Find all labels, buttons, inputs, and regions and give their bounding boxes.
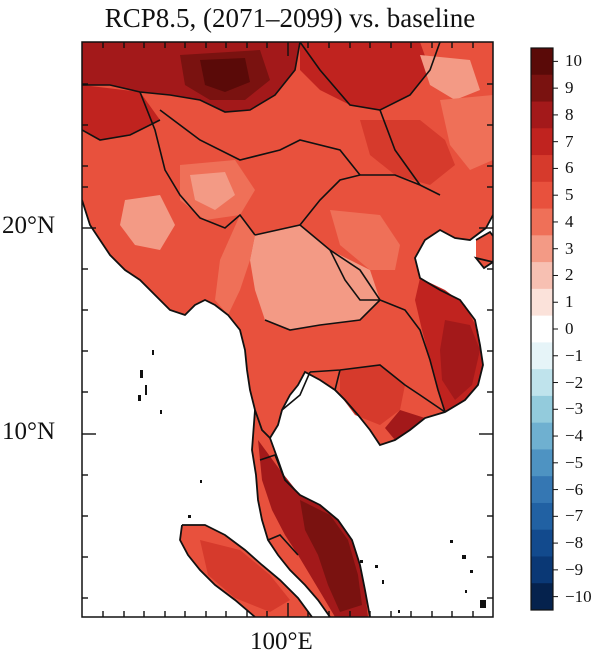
colorbar-segment bbox=[531, 101, 553, 129]
colorbar-label: −5 bbox=[565, 452, 584, 472]
colorbar-label: 3 bbox=[565, 238, 574, 258]
map-title: RCP8.5, (2071–2099) vs. baseline bbox=[104, 3, 476, 33]
colorbar-segment bbox=[531, 422, 553, 450]
colorbar-segment bbox=[531, 48, 553, 76]
colorbar-label: 6 bbox=[565, 158, 574, 178]
colorbar-label: 4 bbox=[565, 211, 574, 231]
colorbar-segment bbox=[531, 262, 553, 290]
colorbar-label: −1 bbox=[565, 345, 584, 365]
colorbar-label: 1 bbox=[565, 292, 574, 312]
colorbar-label: 5 bbox=[565, 185, 574, 205]
colorbar-segment bbox=[531, 235, 553, 263]
colorbar-segment bbox=[531, 208, 553, 236]
colorbar-label: −8 bbox=[565, 533, 584, 553]
x-tick-label-100e: 100°E bbox=[250, 628, 313, 655]
colorbar-segment bbox=[531, 529, 553, 557]
colorbar-segment bbox=[531, 369, 553, 397]
colorbar-label: 9 bbox=[565, 78, 574, 98]
y-tick-label-10n: 10°N bbox=[2, 418, 56, 445]
colorbar-label: 10 bbox=[565, 51, 582, 71]
colorbar-segment bbox=[531, 583, 553, 611]
colorbar bbox=[530, 47, 558, 611]
y-tick-label-20n: 20°N bbox=[2, 212, 56, 239]
colorbar-label: −3 bbox=[565, 399, 584, 419]
colorbar-segment bbox=[531, 315, 553, 343]
colorbar-segment bbox=[531, 181, 553, 210]
colorbar-label: 0 bbox=[565, 319, 574, 338]
colorbar-segment bbox=[531, 342, 553, 370]
colorbar-segment bbox=[531, 395, 553, 424]
colorbar-label: −9 bbox=[565, 559, 584, 579]
colorbar-segment bbox=[531, 556, 553, 584]
colorbar-label: −2 bbox=[565, 372, 584, 392]
colorbar-segment bbox=[531, 155, 553, 183]
colorbar-label: 2 bbox=[565, 265, 574, 285]
colorbar-segment bbox=[531, 128, 553, 156]
colorbar-label: −10 bbox=[565, 586, 592, 606]
colorbar-label: 8 bbox=[565, 104, 574, 124]
colorbar-segment bbox=[531, 476, 553, 504]
colorbar-segment bbox=[531, 502, 553, 531]
colorbar-label: −7 bbox=[565, 506, 584, 526]
colorbar-label: −6 bbox=[565, 479, 584, 499]
colorbar-segment bbox=[531, 288, 553, 317]
colorbar-label: 7 bbox=[565, 131, 574, 151]
colorbar-label: −4 bbox=[565, 426, 584, 446]
colorbar-segment bbox=[531, 449, 553, 477]
colorbar-segment bbox=[531, 74, 553, 103]
